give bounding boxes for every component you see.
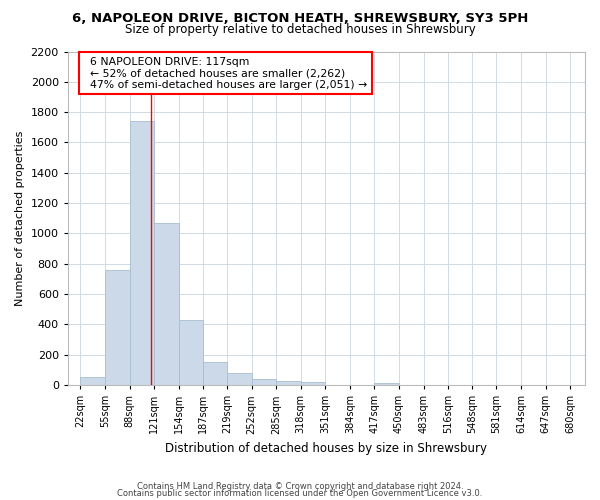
Bar [374, 384, 399, 385]
Bar [179, 320, 203, 385]
Bar [227, 373, 251, 385]
Text: Size of property relative to detached houses in Shrewsbury: Size of property relative to detached ho… [125, 22, 475, 36]
Text: Contains public sector information licensed under the Open Government Licence v3: Contains public sector information licen… [118, 490, 482, 498]
Bar [105, 270, 130, 385]
Bar [154, 223, 179, 385]
X-axis label: Distribution of detached houses by size in Shrewsbury: Distribution of detached houses by size … [166, 442, 487, 455]
Bar [276, 382, 301, 385]
Bar [80, 377, 105, 385]
Bar [130, 122, 154, 385]
Text: 6, NAPOLEON DRIVE, BICTON HEATH, SHREWSBURY, SY3 5PH: 6, NAPOLEON DRIVE, BICTON HEATH, SHREWSB… [72, 12, 528, 26]
Bar [251, 379, 276, 385]
Y-axis label: Number of detached properties: Number of detached properties [15, 130, 25, 306]
Text: 6 NAPOLEON DRIVE: 117sqm
  ← 52% of detached houses are smaller (2,262)
  47% of: 6 NAPOLEON DRIVE: 117sqm ← 52% of detach… [83, 56, 368, 90]
Bar [301, 382, 325, 385]
Text: Contains HM Land Registry data © Crown copyright and database right 2024.: Contains HM Land Registry data © Crown c… [137, 482, 463, 491]
Bar [203, 362, 227, 385]
